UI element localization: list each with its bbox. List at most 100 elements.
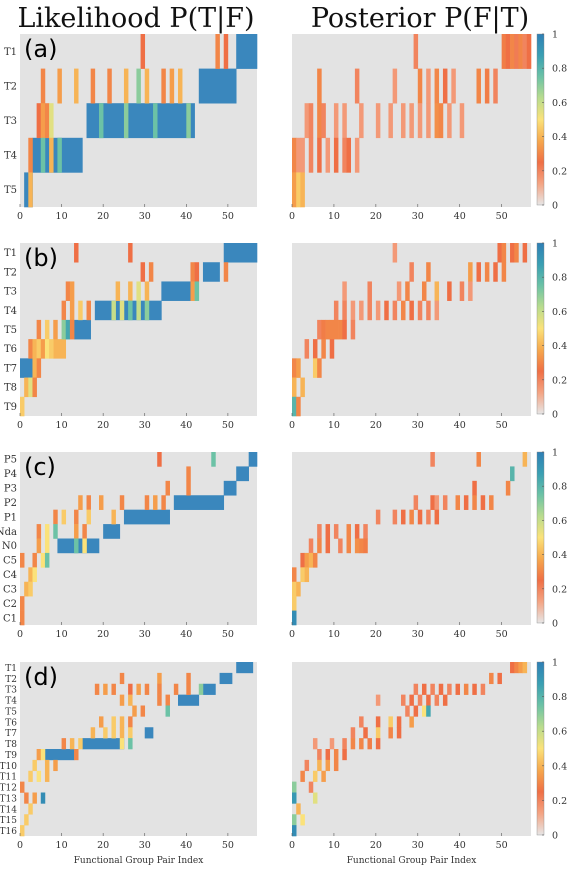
panel-2-likelihood-xtick-label: 30 [139, 420, 151, 431]
panel-1-likelihood-cell [169, 68, 175, 104]
panel-3-posterior-cell [430, 452, 435, 467]
panel-1-likelihood-cell [161, 68, 166, 104]
panel-2-posterior-cell [401, 300, 406, 321]
panel-2-row-label: T9 [4, 402, 17, 413]
panel-3-likelihood-block [103, 524, 121, 539]
panel-1-posterior-cell [484, 68, 490, 104]
panel-3-posterior-xtick-label: 50 [496, 629, 508, 640]
panel-3-posterior-cell [413, 495, 419, 510]
panel-1-posterior-cell [434, 103, 440, 139]
panel-4-row-label: T7 [5, 729, 17, 739]
panel-2-likelihood-block [20, 358, 33, 378]
panel-1-posterior-cell [292, 137, 297, 173]
panel-4-posterior-cell [514, 662, 519, 674]
panel-4-posterior-cell [518, 662, 523, 674]
panel-1-likelihood-xtick-label: 0 [17, 211, 23, 222]
panel-1-posterior-cell [522, 34, 528, 69]
panel-1-likelihood-cell [140, 34, 146, 69]
panel-2-row-label: T4 [4, 306, 17, 317]
panel-1-posterior-cell [505, 34, 511, 69]
panel-3-row-label: P3 [4, 484, 17, 495]
panel-2-posterior-cell [312, 339, 318, 359]
panel-3-likelihood-block [123, 509, 170, 525]
panel-1-likelihood-xtick-label: 10 [56, 211, 68, 222]
panel-4-colorbar-label: 0.6 [552, 727, 567, 738]
panel-3-posterior-cell [317, 524, 322, 539]
panel-3-posterior-cell [304, 552, 310, 568]
panel-4-likelihood-block [44, 749, 75, 761]
panel-3-posterior-cell [442, 495, 448, 510]
panel-4-likelihood-cell [24, 792, 29, 804]
panel-4-likelihood-cell [136, 683, 141, 695]
panel-1-likelihood-cell [40, 137, 46, 173]
panel-1-row-label: T2 [4, 81, 17, 92]
panel-1-posterior-cell [317, 103, 322, 139]
panel-2-posterior-cell [417, 300, 423, 321]
panel-4-row-label: T2 [5, 675, 17, 685]
panel-3-posterior-cell [434, 495, 440, 510]
panel-1-row-label: T1 [4, 47, 17, 58]
panel-4-row-label: T8 [5, 740, 17, 750]
panel-3-likelihood-cell [36, 538, 42, 554]
panel-2-likelihood-cell [136, 281, 141, 301]
panel-4-likelihood-cell [61, 738, 67, 750]
panel-4-likelihood-cell [90, 727, 96, 739]
panel-3-colorbar-label: 1 [552, 448, 558, 459]
panel-2-colorbar-label: 0.4 [552, 341, 567, 352]
panel-2-row-label: T2 [4, 267, 17, 278]
panel-1-posterior-cell [514, 34, 519, 69]
panel-3-likelihood-cell [119, 495, 125, 510]
panel-1-posterior-xtick-label: 30 [412, 211, 424, 222]
panel-4-posterior-cell [434, 694, 440, 706]
panel-1-likelihood-cell [223, 34, 229, 69]
panel-1-likelihood-cell [107, 68, 112, 104]
panel-1-posterior-cell [442, 68, 448, 104]
panel-3-posterior-cell [505, 480, 511, 496]
panel-3-letter: (c) [24, 453, 56, 481]
panel-4-posterior-cell [342, 749, 347, 761]
panel-2-colorbar-label: 0.8 [552, 273, 567, 284]
panel-2-posterior-cell [367, 300, 372, 321]
panel-3-posterior-background [292, 452, 531, 625]
panel-4-likelihood-block [144, 727, 154, 739]
panel-2-likelihood-cell [69, 300, 75, 321]
panel-3-posterior-cell [426, 509, 431, 525]
panel-2-likelihood-cell [78, 300, 83, 321]
panel-2-likelihood-cell [128, 243, 133, 263]
panel-2-likelihood-block [53, 339, 67, 359]
panel-4-likelihood-xtick-label: 0 [17, 840, 23, 851]
panel-2-posterior-xtick-label: 50 [496, 420, 508, 431]
panel-3-likelihood-cell [157, 452, 162, 467]
panel-3-posterior-cell [346, 538, 352, 554]
panel-1-posterior-cell [333, 103, 339, 139]
panel-3-likelihood-xtick-label: 40 [180, 629, 192, 640]
likelihood-x-axis-label: Functional Group Pair Index [74, 856, 204, 866]
panel-1-posterior-cell [300, 172, 305, 208]
panel-2-likelihood-cell [86, 300, 91, 321]
panel-2-likelihood-cell [36, 319, 42, 340]
panel-1-posterior-cell [388, 103, 393, 139]
panel-2-likelihood-block [202, 262, 220, 282]
panel-4-posterior-cell [312, 770, 318, 782]
panel-3-posterior-cell [346, 524, 352, 539]
panel-2-posterior-xtick-label: 10 [328, 420, 340, 431]
panel-2-likelihood-cell [144, 281, 150, 301]
panel-3-posterior-cell [375, 509, 381, 525]
panel-3-colorbar-label: 0 [552, 619, 558, 630]
panel-3-posterior-xtick-label: 40 [454, 629, 466, 640]
panel-1-likelihood-cell [90, 68, 96, 104]
panel-1-letter: (a) [24, 35, 57, 63]
panel-3-likelihood-cell [99, 495, 104, 510]
panel-4-posterior-xtick-label: 0 [289, 840, 295, 851]
panel-2-colorbar-label: 0.6 [552, 307, 567, 318]
panel-3-row-label: C4 [3, 570, 17, 581]
panel-4-likelihood-cell [165, 705, 170, 717]
panel-3-posterior-cell [430, 495, 435, 510]
panel-2-likelihood-block [161, 281, 191, 301]
panel-2-likelihood-cell [115, 281, 121, 301]
panel-2-likelihood-cell [119, 300, 125, 321]
panel-2-posterior-cell [434, 281, 440, 301]
panel-2-posterior-xtick-label: 20 [370, 420, 382, 431]
panel-3-posterior-cell [409, 509, 414, 525]
panel-1-posterior-cell [346, 137, 352, 173]
